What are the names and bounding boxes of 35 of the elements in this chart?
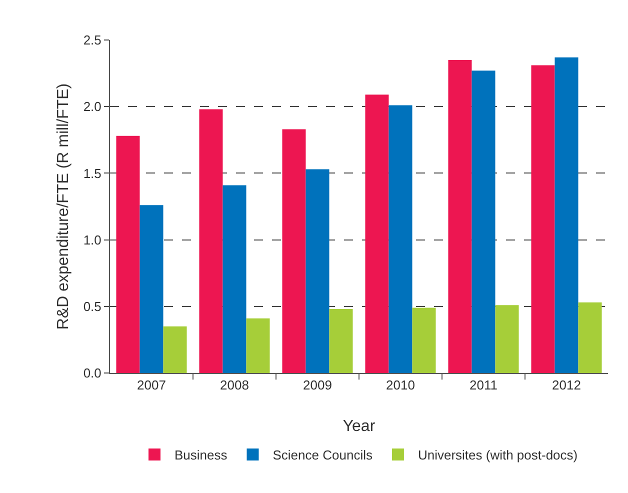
x-tick-label: 2011 (470, 378, 498, 393)
y-tick-label: 1.0 (83, 232, 102, 248)
bar (472, 70, 496, 373)
bar (578, 302, 602, 373)
bar (554, 57, 578, 373)
bar (306, 169, 330, 373)
y-tick-label: 1.5 (83, 166, 102, 181)
legend-label: Universites (with post-docs) (418, 448, 578, 463)
y-axis-title: R&D expenditure/FTE (R mill/FTE) (55, 83, 72, 330)
bar (495, 305, 519, 373)
y-tick-label: 0.5 (83, 298, 102, 314)
bar (116, 136, 140, 373)
x-tick-label: 2007 (137, 378, 166, 393)
bar (163, 326, 187, 373)
bar (222, 185, 246, 373)
bar (412, 308, 436, 373)
legend-label: Science Councils (272, 448, 373, 463)
x-tick-label: 2010 (386, 378, 415, 393)
x-tick-label: 2012 (552, 378, 581, 393)
bar (140, 205, 164, 373)
bar (448, 60, 472, 373)
y-tick-label: 0.0 (83, 366, 102, 381)
bar (388, 105, 412, 373)
bar (246, 318, 270, 373)
y-tick-label: 2.5 (83, 32, 102, 48)
bar (282, 129, 306, 373)
bar (531, 65, 555, 373)
bar (329, 309, 353, 373)
x-tick-label: 2009 (303, 378, 332, 393)
bar (199, 109, 223, 373)
x-axis-title: Year (342, 418, 376, 435)
bar (365, 94, 389, 373)
legend-label: Business (174, 448, 228, 463)
y-tick-label: 2.0 (83, 99, 102, 114)
x-tick-label: 2008 (220, 378, 249, 393)
